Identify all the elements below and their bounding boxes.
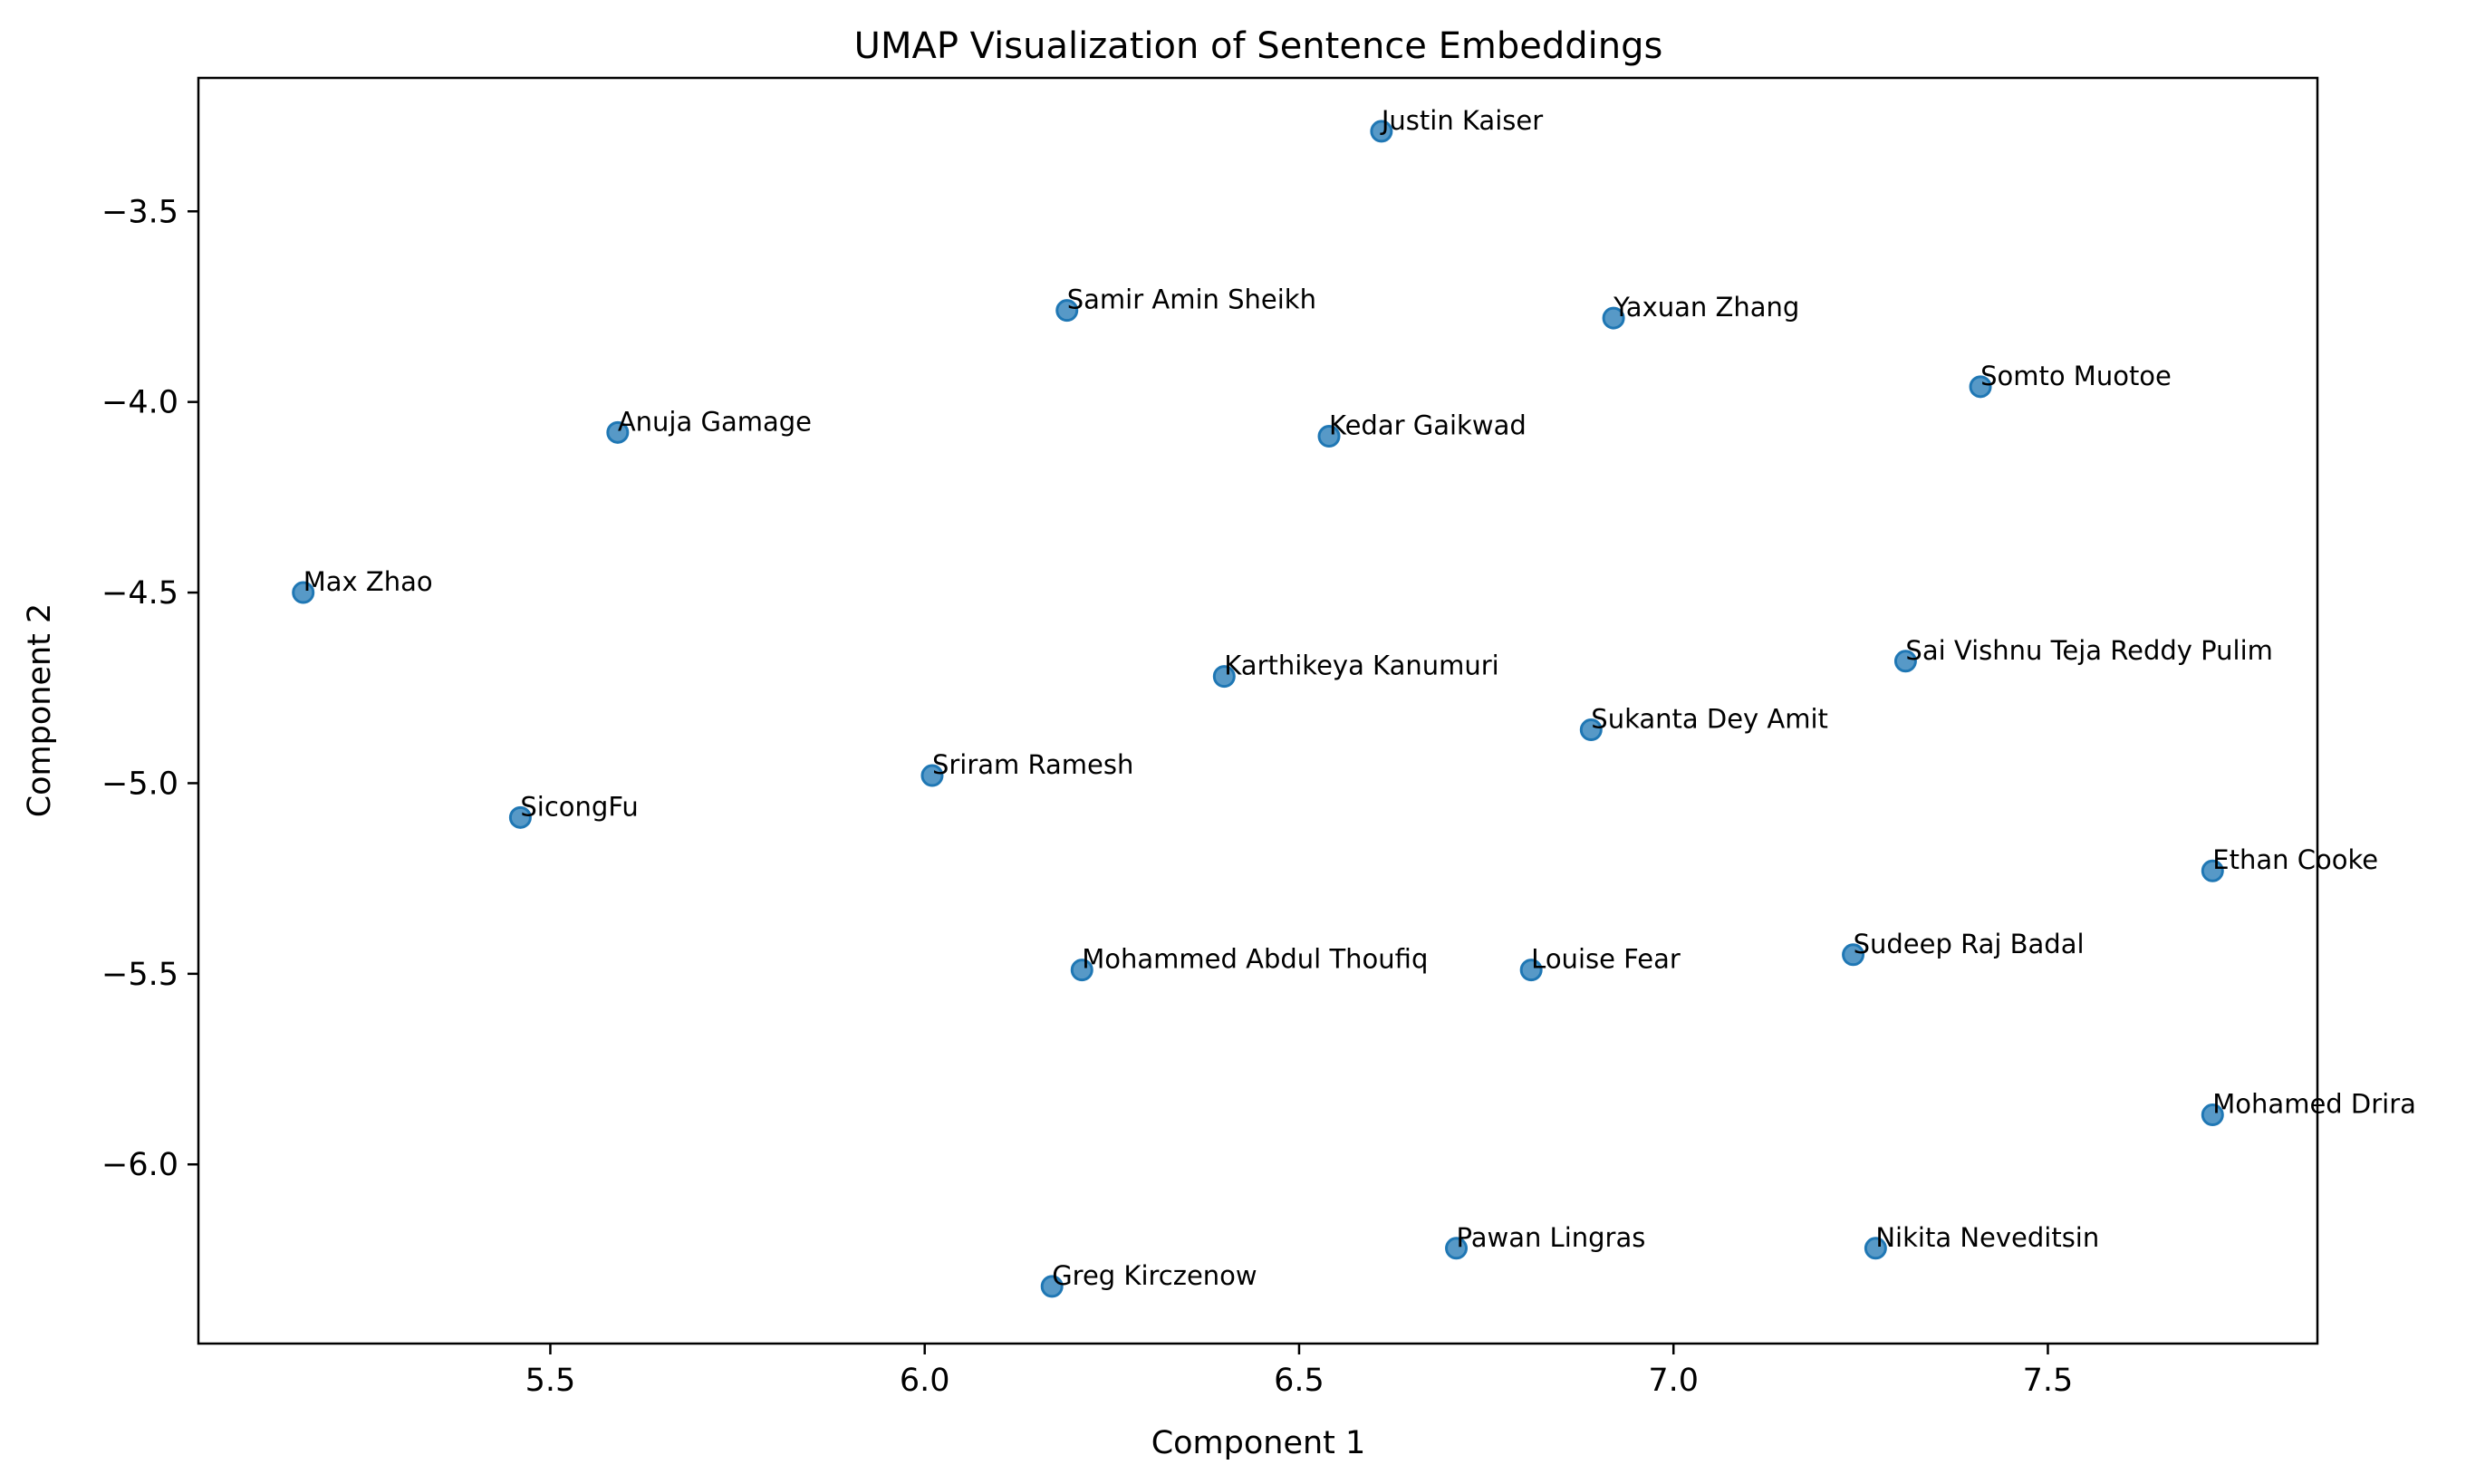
data-point-label: Mohamed Drira [2212, 1089, 2416, 1120]
data-point [1070, 959, 1093, 982]
y-axis-label: Component 2 [22, 603, 58, 818]
y-tick-label: −6.0 [101, 1147, 178, 1183]
x-axis: 5.5 6.0 6.5 7.0 7.5 [525, 1344, 2074, 1399]
data-point [1040, 1275, 1064, 1298]
data-point [1864, 1237, 1887, 1260]
data-point [1893, 650, 1917, 673]
data-point [606, 420, 630, 444]
y-tick-label: −4.5 [101, 575, 178, 612]
data-point [2201, 1103, 2224, 1127]
data-point-label: Sai Vishnu Teja Reddy Pulim [1905, 635, 2272, 666]
x-tick-label: 5.5 [525, 1363, 576, 1399]
data-point [292, 581, 315, 604]
data-point-label: Justin Kaiser [1380, 105, 1543, 136]
x-tick-label: 6.0 [900, 1363, 950, 1399]
data-point-label: Karthikeya Kanumuri [1224, 650, 1498, 681]
data-point-label: Anuja Gamage [618, 406, 812, 437]
data-point [1370, 120, 1393, 143]
data-point [1519, 959, 1543, 982]
data-point [2201, 859, 2224, 882]
data-point [920, 764, 944, 787]
data-point [1969, 375, 1992, 399]
data-point [508, 805, 532, 829]
data-point-label: Mohammed Abdul Thoufiq [1082, 944, 1428, 975]
data-point [1212, 665, 1236, 689]
data-point-label: Greg Kirczenow [1052, 1260, 1257, 1291]
data-point-label: Sudeep Raj Badal [1854, 929, 2085, 959]
data-point-label: Yaxuan Zhang [1613, 292, 1799, 323]
data-point-label: Nikita Neveditsin [1875, 1222, 2099, 1253]
data-point [1445, 1237, 1469, 1260]
x-tick-label: 7.5 [2023, 1363, 2074, 1399]
data-point-label: Somto Muotoe [1980, 361, 2172, 391]
data-point [1842, 943, 1865, 967]
data-point [1317, 425, 1341, 448]
data-point-label: SicongFu [520, 791, 638, 822]
y-tick-label: −4.0 [101, 385, 178, 421]
plot-area: Justin Kaiser Samir Amin Sheikh Yaxuan Zha… [292, 105, 2416, 1298]
data-point [1055, 299, 1079, 323]
x-tick-label: 6.5 [1274, 1363, 1325, 1399]
data-point-label: Louise Fear [1531, 944, 1681, 975]
data-point [1579, 718, 1603, 742]
data-point-label: Max Zhao [303, 566, 433, 597]
data-point-label: Sriram Ramesh [932, 749, 1133, 780]
data-point [1602, 306, 1625, 330]
x-tick-label: 7.0 [1648, 1363, 1699, 1399]
y-tick-label: −5.5 [101, 957, 178, 993]
y-tick-label: −3.5 [101, 194, 178, 230]
data-point-label: Ethan Cooke [2212, 844, 2378, 875]
data-point-label: Sukanta Dey Amit [1591, 704, 1828, 735]
chart-title: UMAP Visualization of Sentence Embedding… [854, 25, 1663, 67]
data-point-label: Kedar Gaikwad [1329, 410, 1527, 441]
data-point-label: Pawan Lingras [1457, 1222, 1646, 1253]
x-axis-label: Component 1 [1151, 1425, 1366, 1461]
y-axis: −3.5 −4.0 −4.5 −5.0 −5.5 −6.0 [101, 194, 198, 1183]
plot-frame [197, 76, 2319, 1345]
y-tick-label: −5.0 [101, 766, 178, 802]
data-point-label: Samir Amin Sheikh [1067, 284, 1316, 315]
